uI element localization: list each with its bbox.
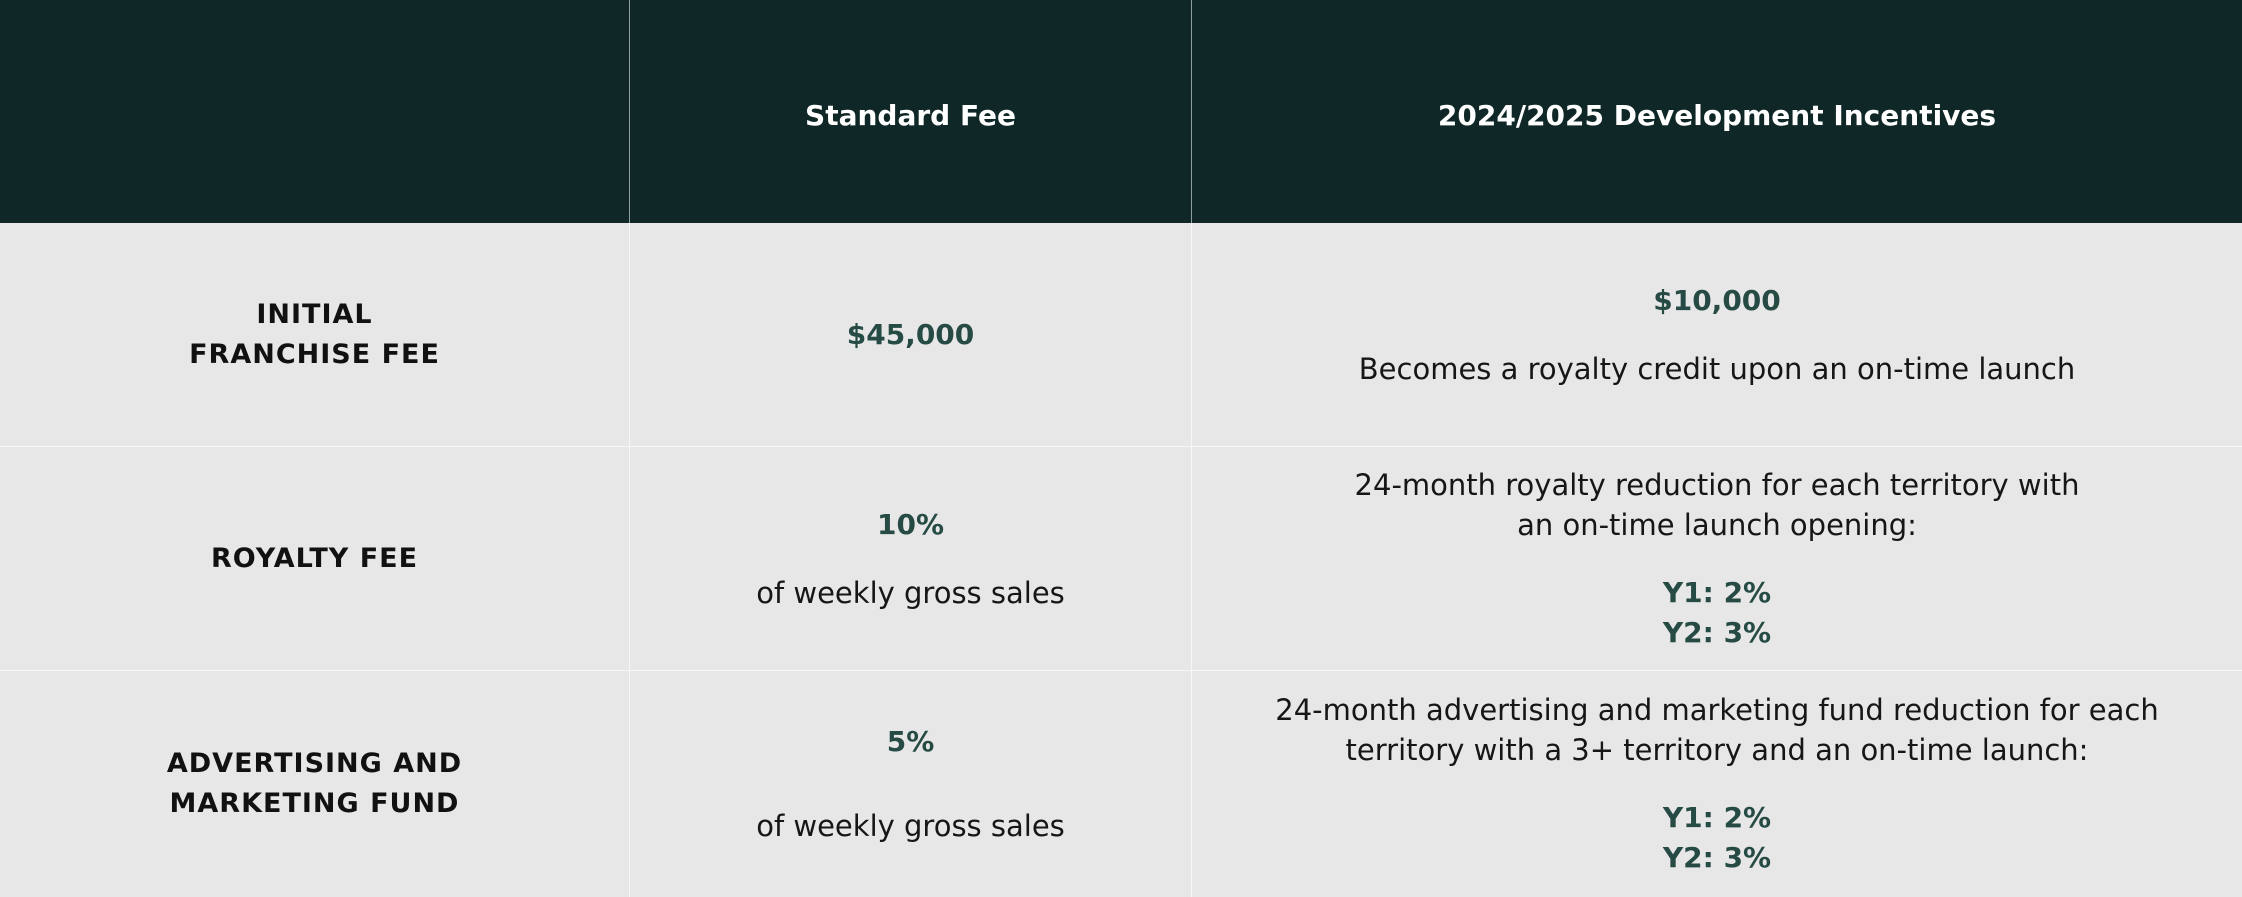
initial-fee-standard-value: $45,000: [846, 317, 975, 351]
royalty-standard-cell: 10% of weekly gross sales: [630, 447, 1192, 671]
royalty-incentive-y1: Y1: 2%: [1662, 575, 1772, 609]
row-label-line: INITIAL: [256, 298, 373, 330]
royalty-standard-note: of weekly gross sales: [756, 575, 1065, 610]
advertising-standard-cell: 5% of weekly gross sales: [630, 671, 1192, 897]
row-label-line: FRANCHISE FEE: [189, 338, 440, 370]
initial-fee-standard-cell: $45,000: [630, 223, 1192, 447]
row-label-royalty-fee: ROYALTY FEE: [0, 447, 630, 671]
row-label-advertising-marketing-fund: ADVERTISING AND MARKETING FUND: [0, 671, 630, 897]
header-development-incentives-label: 2024/2025 Development Incentives: [1437, 99, 1997, 132]
initial-fee-incentive-value: $10,000: [1653, 283, 1781, 317]
royalty-incentive-line: 24-month royalty reduction for each terr…: [1354, 467, 2080, 502]
advertising-incentive-line: territory with a 3+ territory and an on-…: [1345, 733, 2089, 767]
initial-fee-incentive-cell: $10,000 Becomes a royalty credit upon an…: [1192, 223, 2242, 447]
header-development-incentives: 2024/2025 Development Incentives: [1192, 0, 2242, 223]
advertising-standard-value: 5%: [886, 725, 935, 758]
advertising-standard-note: of weekly gross sales: [756, 809, 1065, 843]
header-standard-fee: Standard Fee: [630, 0, 1192, 223]
royalty-standard-value: 10%: [876, 507, 945, 541]
advertising-incentive-y2: Y2: 3%: [1662, 841, 1772, 874]
row-label-line: ADVERTISING AND: [166, 748, 463, 779]
royalty-incentive-line: an on-time launch opening:: [1517, 507, 1917, 542]
header-blank-cell: [0, 0, 630, 223]
row-label-line: ROYALTY FEE: [210, 542, 419, 574]
advertising-incentive-cell: 24-month advertising and marketing fund …: [1192, 671, 2242, 897]
header-standard-fee-label: Standard Fee: [805, 99, 1016, 132]
row-label-initial-franchise-fee: INITIAL FRANCHISE FEE: [0, 223, 630, 447]
row-label-line: MARKETING FUND: [169, 788, 460, 819]
initial-fee-incentive-note: Becomes a royalty credit upon an on-time…: [1358, 351, 2076, 386]
advertising-incentive-y1: Y1: 2%: [1662, 801, 1772, 834]
royalty-incentive-cell: 24-month royalty reduction for each terr…: [1192, 447, 2242, 671]
advertising-incentive-line: 24-month advertising and marketing fund …: [1275, 693, 2159, 727]
royalty-incentive-y2: Y2: 3%: [1662, 615, 1772, 649]
